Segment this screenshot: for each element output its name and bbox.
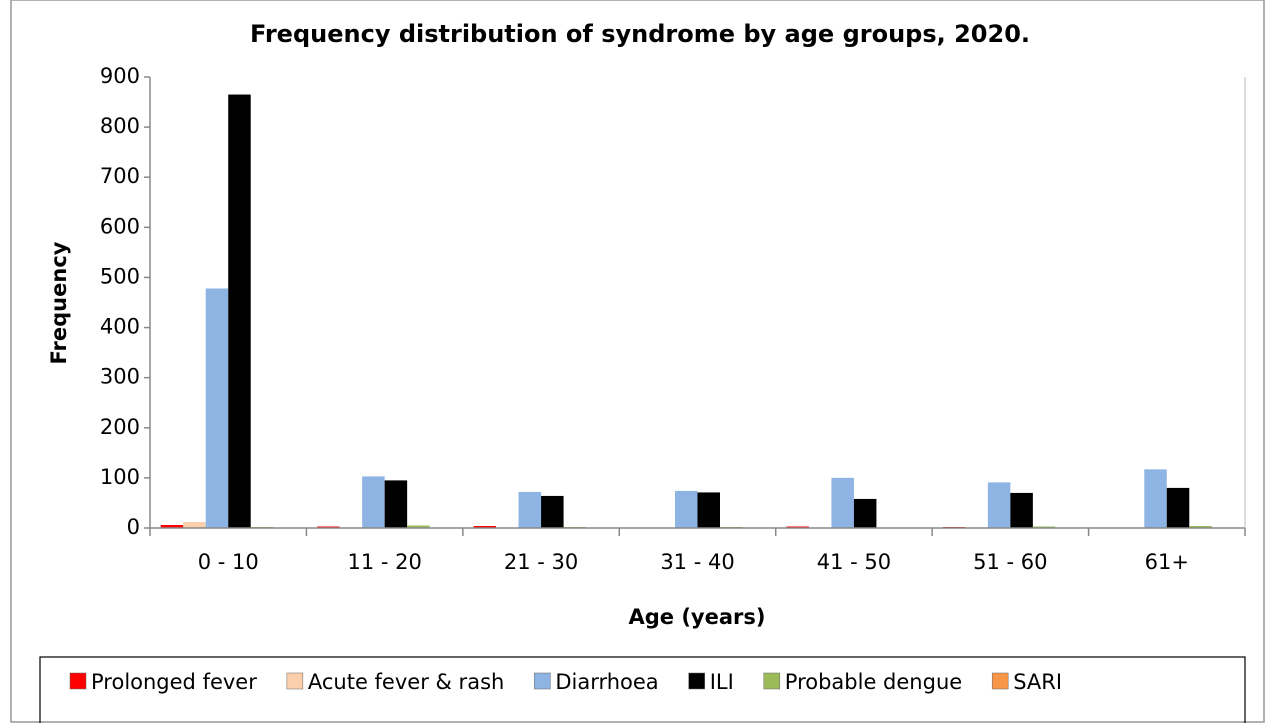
bar <box>473 525 497 528</box>
x-tick-label: 21 - 30 <box>504 550 578 574</box>
legend-swatch <box>763 672 781 690</box>
bar <box>205 288 229 528</box>
bar <box>384 480 408 528</box>
legend-box <box>39 656 1246 723</box>
y-tick-label: 700 <box>100 164 140 188</box>
legend-swatch <box>991 672 1009 690</box>
bar <box>1032 526 1056 528</box>
bar <box>1189 525 1212 528</box>
legend-label: Probable dengue <box>785 670 962 694</box>
y-tick-label: 100 <box>100 465 140 489</box>
bar <box>853 498 877 528</box>
x-tick-label: 61+ <box>1145 550 1189 574</box>
bar <box>160 524 184 528</box>
y-tick-label: 800 <box>100 114 140 138</box>
bar <box>407 525 430 528</box>
bar <box>518 491 542 528</box>
bar <box>317 526 340 528</box>
legend-swatch <box>688 672 705 690</box>
bar <box>1166 487 1190 528</box>
x-tick-label: 31 - 40 <box>660 550 734 574</box>
bar <box>1144 469 1167 528</box>
y-tick-label: 400 <box>100 315 140 339</box>
bar <box>228 94 251 529</box>
legend-label: ILI <box>710 670 734 694</box>
y-tick-label: 600 <box>100 214 140 238</box>
legend-label: Diarrhoea <box>555 670 658 694</box>
x-axis-title: Age (years) <box>629 605 766 629</box>
bar <box>362 476 385 528</box>
y-tick-label: 200 <box>100 415 140 439</box>
bar <box>183 521 206 528</box>
bar <box>697 492 720 528</box>
bar <box>675 490 698 528</box>
bar <box>987 482 1011 528</box>
legend-label: SARI <box>1013 670 1062 694</box>
legend-swatch <box>286 672 304 690</box>
y-axis-title: Frequency <box>47 241 71 364</box>
bar <box>541 495 564 528</box>
legend-label: Acute fever & rash <box>308 670 504 694</box>
x-tick-label: 51 - 60 <box>973 550 1047 574</box>
chart-border <box>10 0 1265 723</box>
y-tick-label: 300 <box>100 365 140 389</box>
bar <box>786 526 809 528</box>
x-tick-label: 0 - 10 <box>198 550 259 574</box>
legend-swatch <box>534 672 551 690</box>
bar <box>1010 492 1033 528</box>
bar <box>831 477 854 528</box>
y-tick-label: 900 <box>100 64 140 88</box>
x-tick-label: 11 - 20 <box>347 550 421 574</box>
x-tick-label: 41 - 50 <box>817 550 891 574</box>
y-tick-label: 500 <box>100 264 140 288</box>
y-tick-label: 0 <box>127 515 140 539</box>
legend-swatch <box>69 672 87 690</box>
legend-label: Prolonged fever <box>91 670 257 694</box>
chart-title: Frequency distribution of syndrome by ag… <box>250 20 1030 48</box>
